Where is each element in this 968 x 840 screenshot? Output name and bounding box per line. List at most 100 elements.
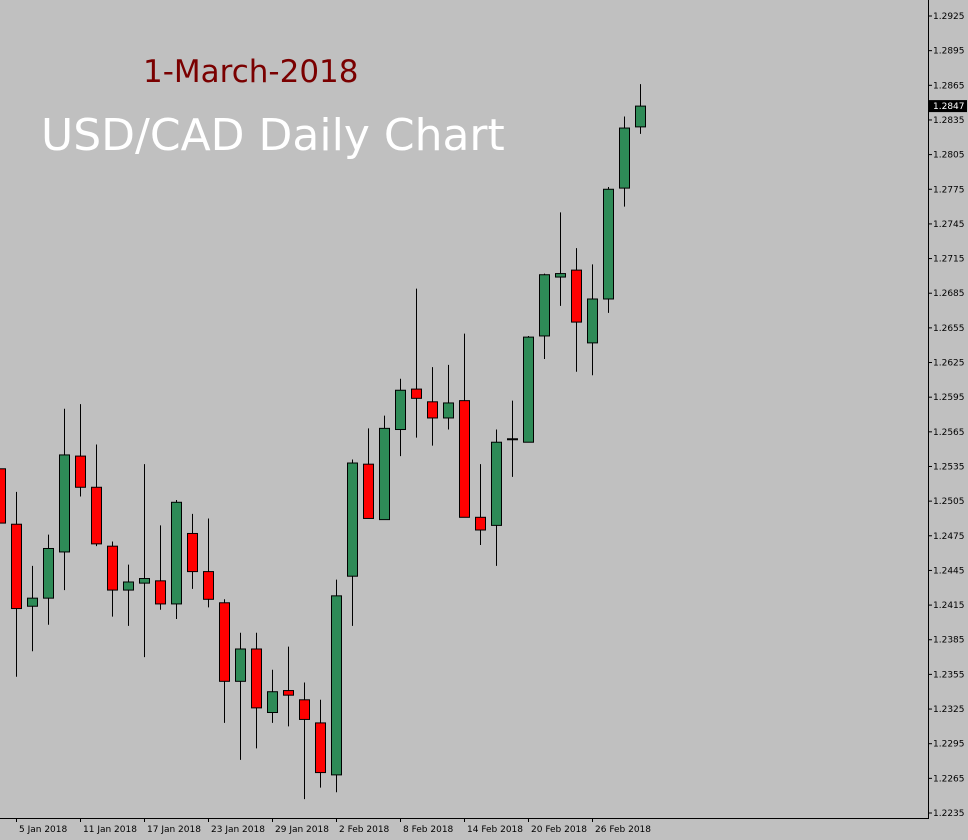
bullish-candle-body [27,597,38,607]
candle [155,525,166,610]
bullish-candle-body [539,274,550,337]
candle [603,186,614,313]
y-tick-label: 1.2715 [933,255,965,265]
bearish-candle-body [107,545,118,591]
candle [251,632,262,749]
bullish-candle-body [587,298,598,344]
y-tick-label: 1.2745 [933,220,965,230]
y-tick-label: 1.2565 [933,428,965,438]
bearish-candle-body [219,602,230,682]
y-tick-label: 1.2265 [933,774,965,784]
x-tick-label: 20 Feb 2018 [531,825,587,835]
bullish-candle-body [619,127,630,189]
bullish-candle-body [443,402,454,419]
candle [27,565,38,652]
x-tick-label: 5 Jan 2018 [19,825,67,835]
candle [235,632,246,760]
candle [619,116,630,207]
candle [75,404,86,497]
y-tick-label: 1.2475 [933,532,965,542]
y-tick-label: 1.2445 [933,566,965,576]
bullish-candle-body [379,427,390,521]
bearish-candle-body [75,455,86,488]
candle [0,468,6,524]
bullish-candle-body [235,648,246,682]
candle [427,367,438,446]
candle [475,464,486,546]
bearish-candle-body [299,699,310,720]
candle [523,335,534,443]
candle [379,415,390,521]
y-tick-label: 1.2835 [933,116,965,126]
candle [43,534,54,625]
bearish-candle-body [315,722,326,774]
chart-date: 1-March-2018 [143,54,359,90]
x-tick-label: 11 Jan 2018 [83,825,137,835]
candle [507,400,518,477]
candle [139,464,150,658]
y-tick-label: 1.2925 [933,12,965,22]
bullish-candle-body [635,105,646,128]
bearish-candle-body [411,388,422,399]
bearish-candle-body [475,516,486,531]
candle [491,429,502,566]
candle [539,273,550,360]
y-tick-label: 1.2235 [933,809,965,819]
candle [203,518,214,608]
candle [219,599,230,723]
bullish-candle-body [139,578,150,584]
x-tick-label: 17 Jan 2018 [147,825,201,835]
current-price-box [929,100,967,113]
bearish-candle-body [283,690,294,696]
bullish-candle-body [523,336,534,443]
y-tick-label: 1.2295 [933,740,965,750]
candle [107,541,118,617]
candle [267,669,278,723]
bearish-candle-body [203,571,214,600]
bearish-candle-body [91,486,102,545]
candle [315,699,326,788]
candle [411,288,422,438]
candle [635,84,646,134]
bullish-candle-body [267,691,278,714]
bullish-candle-body [347,462,358,577]
bullish-candle-body [555,273,566,278]
candle [443,364,454,430]
candle [11,491,22,677]
candle [299,682,310,800]
candle [555,212,566,306]
candle [587,264,598,376]
y-tick-label: 1.2775 [933,185,965,195]
candle [123,564,134,626]
candle [331,579,342,793]
bullish-candle-body [603,188,614,300]
y-tick-label: 1.2505 [933,497,965,507]
bullish-candle-body [491,441,502,526]
y-tick-label: 1.2805 [933,151,965,161]
y-tick-label: 1.2595 [933,393,965,403]
candle [171,499,182,619]
candle [459,333,470,518]
bearish-candle-body [187,532,198,573]
current-price-label: 1.2847 [933,102,965,112]
y-tick-label: 1.2385 [933,636,965,646]
candle [91,444,102,547]
x-tick-label: 26 Feb 2018 [595,825,651,835]
bullish-candle-body [395,389,406,431]
bullish-candle-body [507,438,518,441]
bullish-candle-body [123,581,134,591]
y-tick-label: 1.2535 [933,462,965,472]
candle [347,459,358,626]
candle [283,646,294,727]
x-tick-label: 14 Feb 2018 [467,825,523,835]
y-tick-label: 1.2895 [933,47,965,57]
candle [395,378,406,457]
candle [571,248,582,372]
candle [363,428,374,519]
y-tick-label: 1.2685 [933,289,965,299]
y-tick-label: 1.2625 [933,359,965,369]
bearish-candle-body [427,401,438,419]
chart-title: USD/CAD Daily Chart [41,110,505,161]
y-tick-label: 1.2355 [933,670,965,680]
